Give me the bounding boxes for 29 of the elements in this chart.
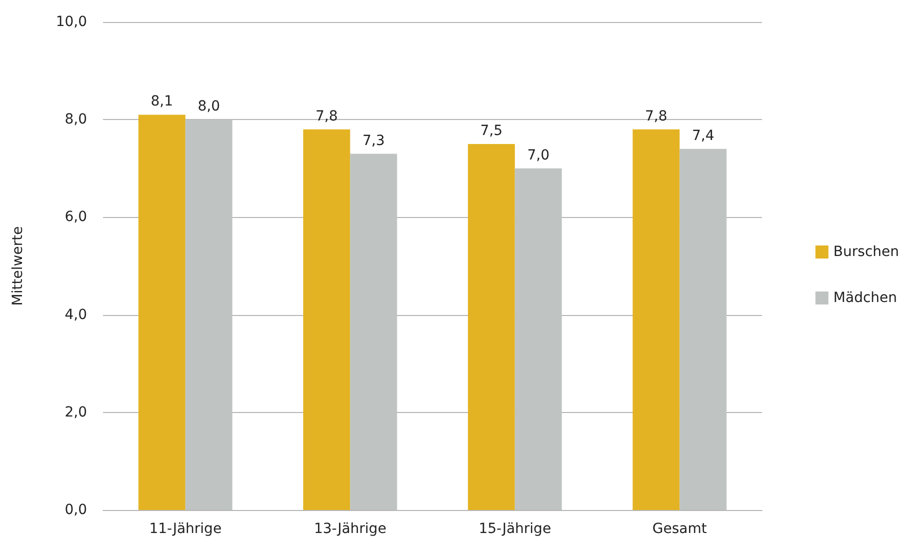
legend-label: Mädchen bbox=[833, 290, 898, 306]
y-tick-label: 0,0 bbox=[64, 502, 87, 518]
y-tick-label: 8,0 bbox=[64, 112, 87, 128]
bar bbox=[632, 129, 680, 510]
bar bbox=[350, 154, 398, 510]
y-tick-label: 10,0 bbox=[56, 14, 87, 30]
legend-label: Burschen bbox=[833, 244, 900, 260]
bar bbox=[514, 168, 562, 510]
data-label: 7,0 bbox=[527, 147, 550, 164]
bar bbox=[185, 120, 232, 510]
bar bbox=[680, 148, 727, 510]
y-tick-label: 6,0 bbox=[64, 209, 87, 226]
data-label: 7,4 bbox=[692, 128, 714, 144]
y-axis-title: Mittelwerte bbox=[10, 226, 26, 306]
data-label: 7,3 bbox=[362, 132, 385, 149]
data-label: 7,8 bbox=[316, 108, 338, 124]
bar bbox=[468, 144, 515, 510]
bar bbox=[138, 114, 186, 510]
data-label: 8,1 bbox=[150, 94, 174, 110]
x-tick-label: Gesamt bbox=[652, 521, 708, 537]
x-tick-label: 15-Jährige bbox=[478, 521, 552, 537]
bar bbox=[303, 129, 350, 510]
x-tick-label: 11-Jährige bbox=[149, 521, 222, 537]
data-label: 7,5 bbox=[480, 123, 503, 139]
data-label: 8,0 bbox=[198, 98, 220, 115]
x-tick-label: 13-Jährige bbox=[314, 521, 386, 537]
y-tick-label: 2,0 bbox=[64, 404, 87, 420]
data-label: 7,8 bbox=[645, 108, 668, 124]
y-tick-label: 4,0 bbox=[64, 306, 87, 323]
